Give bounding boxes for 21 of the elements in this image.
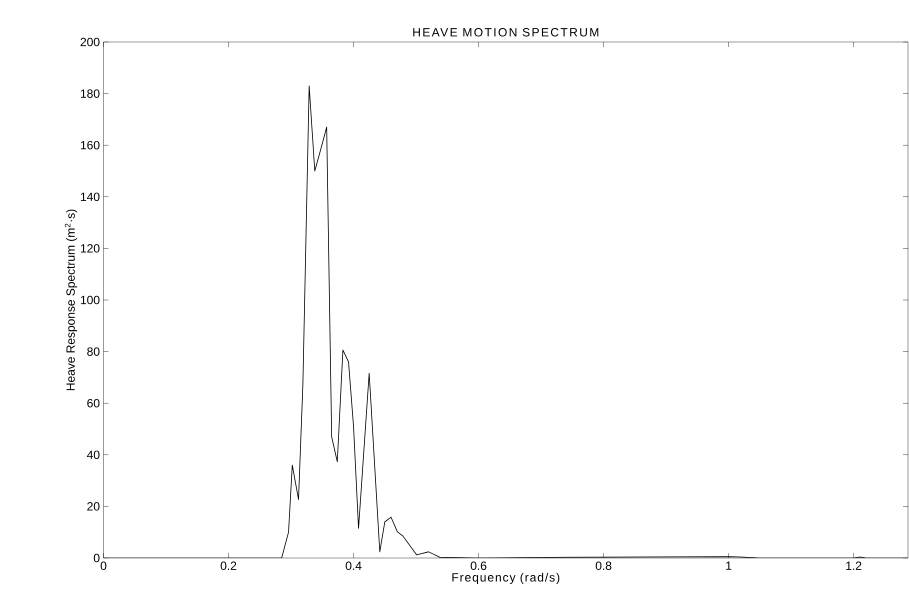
y-tick-label: 80: [87, 347, 100, 356]
x-tick-label: 1: [726, 562, 732, 570]
x-axis-title: Frequency (rad/s): [452, 572, 560, 584]
y-axis-title: Heave Response Spectrum (m$^{2}$·s): [64, 210, 78, 390]
y-tick-label: 140: [80, 192, 100, 202]
x-tick-label: 0.4: [346, 562, 362, 570]
y-tick-label: 200: [80, 38, 100, 46]
x-tick-label: 1.2: [846, 562, 862, 570]
y-tick-label: 120: [80, 244, 100, 253]
x-tick-label: 0.8: [596, 562, 612, 570]
y-tick-label: 40: [86, 450, 100, 460]
y-tick-label: 20: [87, 502, 100, 511]
y-tick-label: 0: [94, 554, 100, 562]
y-tick-label: 180: [80, 89, 100, 98]
y-tick-label: 160: [80, 140, 100, 150]
x-tick-label: 0.2: [220, 562, 236, 570]
x-tick-label: 0.6: [470, 562, 486, 570]
chart-title: HEAVE MOTION SPECTRUM: [413, 28, 598, 36]
y-tick-label: 60: [87, 398, 100, 408]
x-tick-label: 0: [100, 562, 106, 570]
y-tick-label: 100: [80, 296, 100, 304]
